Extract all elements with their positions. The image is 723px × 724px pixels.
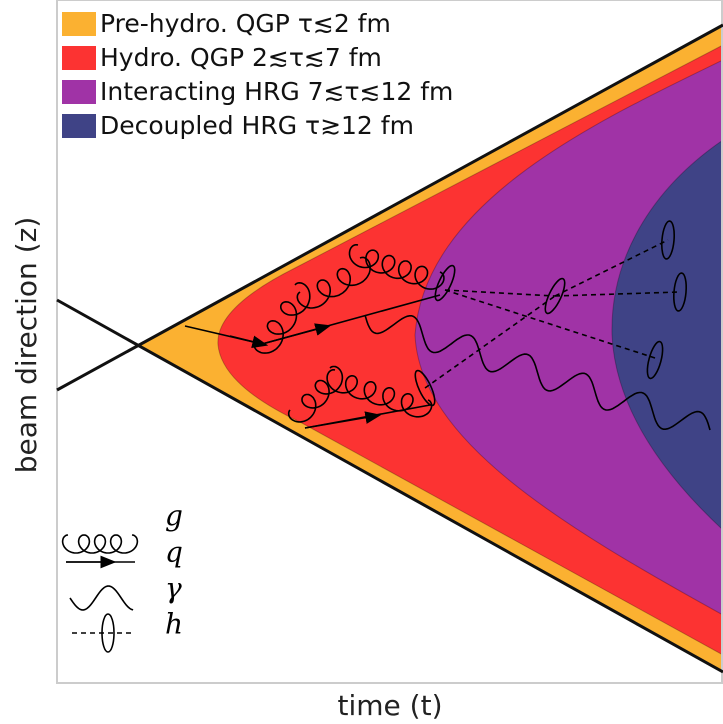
frame (56, 0, 723, 684)
hadron (660, 220, 676, 260)
key-label: γ (165, 572, 182, 605)
hadron (101, 613, 115, 653)
legend-swatch (62, 80, 96, 104)
x-axis-label: time (t) (338, 689, 443, 722)
photon (69, 585, 134, 611)
key-label: h (165, 608, 183, 641)
cone-edge (56, 23, 723, 392)
legend-swatch (62, 46, 96, 70)
key-label: g (165, 500, 183, 533)
gluon (326, 369, 433, 418)
hadron-line (444, 289, 656, 359)
y-axis-label: beam direction (z) (10, 217, 43, 473)
gluon (348, 244, 445, 290)
legend-swatch (62, 12, 96, 36)
photon (364, 314, 711, 431)
quark (304, 411, 382, 429)
legend-label: Interacting HRG 7≲τ≲12 fm (100, 77, 453, 106)
legend-label: Pre-hydro. QGP τ≲2 fm (100, 9, 391, 38)
hadron-line (554, 291, 681, 297)
gluon (61, 534, 139, 554)
region (611, 139, 723, 532)
gluon (287, 365, 344, 423)
hadron (672, 272, 688, 312)
hadron (414, 369, 436, 407)
hadron (434, 264, 456, 302)
legend-label: Decoupled HRG τ≳12 fm (100, 111, 414, 140)
particles (184, 220, 711, 431)
regions (140, 25, 723, 672)
hadron-line (554, 239, 669, 297)
cone-edge (56, 298, 723, 674)
hadron (544, 277, 566, 315)
legend: Pre-hydro. QGP τ≲2 fm Hydro. QGP 2≲τ≲7 fm… (62, 9, 453, 140)
legend-label: Hydro. QGP 2≲τ≲7 fm (100, 43, 382, 72)
hadron-line (444, 289, 556, 297)
gluon (296, 256, 371, 309)
legend-swatch (62, 114, 96, 138)
quark (261, 323, 332, 345)
hadron (646, 340, 664, 380)
region (414, 59, 723, 616)
key-label: q (165, 536, 183, 569)
